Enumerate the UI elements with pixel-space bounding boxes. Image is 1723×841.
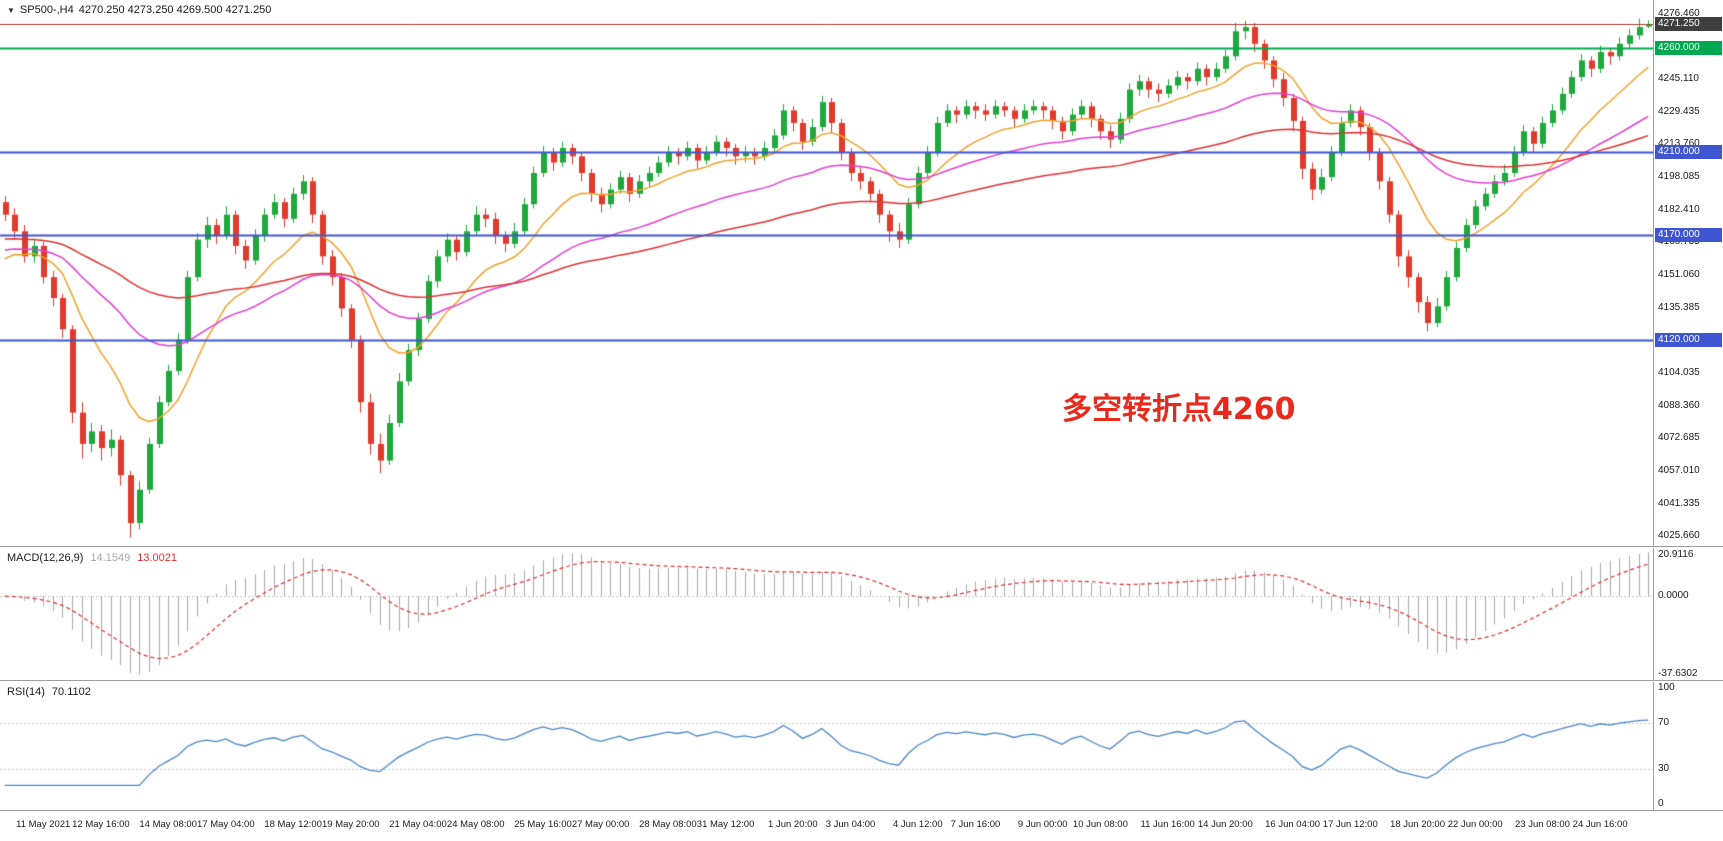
macd-axis-label: -37.6302 xyxy=(1658,668,1698,679)
rsi-axis-label: 0 xyxy=(1658,798,1664,809)
price-axis-label: 4245.110 xyxy=(1658,72,1699,84)
price-axis-label: 4072.685 xyxy=(1658,432,1700,444)
time-axis-label: 28 May 08:00 xyxy=(639,819,697,830)
time-axis-label: 31 May 12:00 xyxy=(696,819,755,830)
time-axis-label: 11 May 2021 xyxy=(16,819,71,830)
price-axis-label: 4041.335 xyxy=(1658,497,1700,509)
price-axis-badge: 4210.000 xyxy=(1655,145,1722,160)
rsi-name: RSI(14) xyxy=(7,686,45,698)
price-axis-label: 4182.410 xyxy=(1658,203,1700,215)
price-axis-label: 4276.460 xyxy=(1658,7,1700,19)
time-axis: 11 May 2021 12 May 16:00 14 May 08:00 17 Ma… xyxy=(0,812,1723,841)
rsi-current-value: 70.1102 xyxy=(51,686,91,698)
time-axis-label: 9 Jun 00:00 xyxy=(1017,819,1068,830)
ohlc-values: 4270.250 4273.250 4269.500 4271.250 xyxy=(78,4,272,16)
macd-axis: 20.9116 0.0000 -37.6302 xyxy=(1653,548,1723,680)
macd-signal-value: 13.0021 xyxy=(137,552,177,564)
time-axis-label: 14 May 08:00 xyxy=(139,819,197,830)
price-axis-label: 4198.085 xyxy=(1658,170,1700,182)
price-axis-label: 4135.385 xyxy=(1658,301,1700,313)
time-axis-label: 23 Jun 08:00 xyxy=(1515,819,1570,830)
macd-axis-label: 20.9116 xyxy=(1658,549,1694,560)
price-axis: 4276.4604260.7854245.1104229.4354213.760… xyxy=(1653,0,1723,546)
time-axis-label: 24 May 08:00 xyxy=(446,819,505,830)
price-axis-label: 4229.435 xyxy=(1658,105,1700,117)
price-axis-badge: 4260.000 xyxy=(1655,40,1722,55)
price-chart-canvas[interactable] xyxy=(0,0,1653,546)
time-axis-label: 7 Jun 16:00 xyxy=(950,819,1001,830)
price-axis-badge: 4120.000 xyxy=(1655,332,1722,347)
time-axis-label: 11 Jun 16:00 xyxy=(1140,819,1195,830)
panel-splitter[interactable] xyxy=(0,680,1723,682)
price-axis-badge: 4271.250 xyxy=(1655,17,1722,32)
time-axis-label: 25 May 16:00 xyxy=(514,819,572,830)
price-axis-label: 4057.010 xyxy=(1658,464,1700,476)
rsi-indicator-canvas[interactable] xyxy=(0,682,1653,810)
chart-header: ▼ SP500-,H4 4270.250 4273.250 4269.500 4… xyxy=(7,4,271,16)
price-axis-badge: 4170.000 xyxy=(1655,228,1722,243)
macd-panel: MACD(12,26,9) 14.1549 13.0021 20.9116 0.0… xyxy=(0,548,1723,680)
time-axis-label: 19 May 20:00 xyxy=(321,819,380,830)
time-axis-label: 3 Jun 04:00 xyxy=(825,819,876,830)
macd-main-value: 14.1549 xyxy=(90,552,131,564)
time-axis-label: 22 Jun 00:00 xyxy=(1447,819,1503,830)
time-axis-label: 16 Jun 04:00 xyxy=(1265,819,1321,830)
time-axis-label: 12 May 16:00 xyxy=(72,819,130,830)
time-axis-label: 21 May 04:00 xyxy=(389,819,447,830)
time-axis-label: 17 May 04:00 xyxy=(197,819,255,830)
symbol-timeframe-label: SP500-,H4 xyxy=(19,4,74,16)
rsi-axis-label: 100 xyxy=(1658,682,1675,693)
time-axis-label: 1 Jun 20:00 xyxy=(768,819,818,830)
price-axis-label: 4025.660 xyxy=(1658,530,1700,542)
rsi-label: RSI(14) 70.1102 xyxy=(7,686,91,698)
time-axis-label: 18 Jun 20:00 xyxy=(1390,819,1445,830)
rsi-axis-label: 70 xyxy=(1658,716,1670,728)
price-panel: ▼ SP500-,H4 4270.250 4273.250 4269.500 4… xyxy=(0,0,1723,546)
price-axis-label: 4104.035 xyxy=(1658,366,1700,378)
price-axis-label: 4213.760 xyxy=(1658,138,1700,150)
macd-name: MACD(12,26,9) xyxy=(7,552,84,564)
annotation-text[interactable]: 多空转折点4260 xyxy=(1062,392,1296,427)
panel-splitter[interactable] xyxy=(0,546,1723,548)
time-axis-label: 14 Jun 20:00 xyxy=(1197,819,1253,830)
time-axis-label: 10 Jun 08:00 xyxy=(1072,819,1128,830)
rsi-axis-label: 30 xyxy=(1658,763,1670,775)
time-axis-label: 24 Jun 16:00 xyxy=(1572,819,1628,830)
time-axis-label: 18 May 12:00 xyxy=(264,819,322,830)
macd-axis-label: 0.0000 xyxy=(1658,590,1689,602)
time-axis-label: 27 May 00:00 xyxy=(571,819,630,830)
rsi-panel: RSI(14) 70.1102 100 70 30 0 xyxy=(0,682,1723,810)
rsi-axis: 100 70 30 0 xyxy=(1653,682,1723,810)
time-axis-label: 4 Jun 12:00 xyxy=(892,819,943,830)
macd-indicator-canvas[interactable] xyxy=(0,548,1653,680)
price-axis-label: 4088.360 xyxy=(1658,399,1700,411)
price-axis-label: 4151.060 xyxy=(1658,268,1700,280)
chart-dropdown-icon[interactable]: ▼ xyxy=(7,5,15,15)
macd-label: MACD(12,26,9) 14.1549 13.0021 xyxy=(7,552,177,564)
panel-splitter[interactable] xyxy=(0,810,1723,812)
time-axis-label: 17 Jun 12:00 xyxy=(1322,819,1378,830)
